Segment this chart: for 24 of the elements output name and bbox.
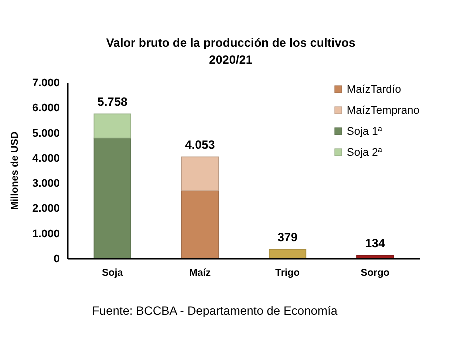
y-tick-label: 1.000: [32, 228, 60, 240]
chart-subtitle: 2020/21: [209, 53, 254, 67]
total-label: 379: [278, 230, 298, 244]
legend-label: MaízTardío: [347, 84, 402, 96]
chart-title: Valor bruto de la producción de los cultivos: [106, 36, 356, 50]
y-axis-title: Millones de USD: [10, 132, 21, 210]
total-label: 4.053: [185, 138, 216, 152]
y-tick-label: 6.000: [32, 102, 60, 115]
y-tick-label: 4.000: [32, 152, 60, 165]
y-tick-label: 3.000: [32, 178, 60, 190]
y-tick-label: 0: [54, 254, 60, 266]
total-label: 134: [365, 236, 386, 251]
y-tick-label: 7.000: [32, 78, 60, 90]
source-note: Fuente: BCCBA - Departamento de Economía: [92, 304, 338, 318]
legend-label: Soja 2ª: [347, 147, 384, 159]
y-tick-label: 2.000: [32, 203, 60, 216]
legend-label: Soja 1ª: [347, 126, 384, 138]
y-tick-label: 5.000: [32, 128, 60, 140]
total-label: 5.758: [98, 95, 128, 110]
legend-label: MaízTemprano: [347, 105, 420, 117]
x-tick-label: Trigo: [276, 268, 300, 280]
x-tick-label: Soja: [102, 268, 124, 280]
x-tick-label: Sorgo: [360, 268, 390, 280]
x-tick-label: Maíz: [189, 268, 212, 280]
